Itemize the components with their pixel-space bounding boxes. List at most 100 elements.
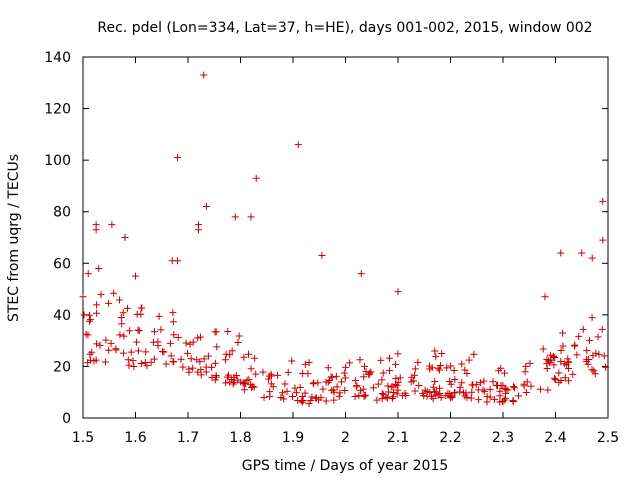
data-point: [118, 320, 126, 328]
data-point: [160, 348, 168, 356]
data-point: [211, 328, 219, 336]
data-point: [510, 383, 518, 391]
data-point: [356, 356, 364, 364]
data-point: [559, 342, 567, 350]
data-point: [84, 359, 92, 367]
data-point: [169, 318, 177, 326]
data-point: [515, 392, 523, 400]
data-point: [378, 390, 386, 398]
data-point: [189, 338, 197, 346]
y-tick-label: 140: [44, 50, 71, 66]
data-point: [312, 394, 320, 402]
data-point: [88, 348, 96, 356]
data-point: [250, 383, 258, 391]
data-point: [592, 349, 600, 357]
data-point: [470, 350, 478, 358]
data-point: [436, 362, 444, 370]
data-point: [177, 355, 185, 363]
data-point: [521, 368, 529, 376]
data-point: [480, 377, 488, 385]
data-point: [121, 234, 129, 241]
data-point: [559, 329, 567, 337]
data-point: [340, 369, 348, 377]
data-point: [493, 381, 501, 389]
data-point: [85, 317, 93, 325]
data-point: [394, 386, 402, 394]
data-point: [393, 390, 401, 398]
data-point: [591, 370, 599, 378]
data-point: [384, 382, 392, 390]
data-point: [578, 249, 586, 257]
data-point: [394, 350, 402, 358]
data-point: [432, 353, 440, 361]
data-point: [551, 376, 559, 384]
data-point: [370, 384, 378, 392]
data-point: [588, 366, 596, 374]
data-point: [497, 364, 505, 372]
data-point: [278, 389, 286, 397]
data-point: [551, 353, 559, 361]
data-point: [393, 381, 401, 389]
data-point: [325, 377, 333, 385]
data-point: [228, 347, 236, 355]
data-point: [569, 370, 577, 378]
data-point: [431, 388, 439, 396]
data-point: [185, 368, 193, 376]
data-point: [520, 380, 528, 388]
x-tick-label: 2.3: [492, 430, 514, 446]
data-point: [157, 326, 165, 334]
data-point: [208, 373, 216, 381]
data-point: [461, 366, 469, 374]
data-point: [292, 389, 300, 397]
data-point: [252, 370, 260, 378]
data-point: [134, 347, 142, 355]
data-point: [564, 358, 572, 366]
data-point: [182, 339, 190, 347]
data-point: [588, 254, 596, 262]
data-point: [539, 345, 547, 353]
data-point: [309, 380, 317, 388]
data-point: [448, 393, 456, 401]
data-point: [447, 362, 455, 370]
data-point: [467, 394, 475, 402]
data-point: [336, 389, 344, 397]
data-point: [297, 397, 305, 405]
data-point: [184, 349, 192, 357]
data-point: [193, 356, 201, 364]
data-point: [133, 310, 141, 318]
data-point: [291, 384, 299, 392]
data-point: [96, 341, 104, 349]
data-point: [333, 383, 341, 391]
data-point: [571, 341, 579, 349]
data-point: [283, 387, 291, 395]
data-point: [86, 316, 94, 324]
x-axis-label: GPS time / Days of year 2015: [242, 458, 449, 474]
data-point: [126, 327, 134, 335]
data-point: [486, 393, 494, 401]
data-point: [382, 393, 390, 401]
data-point: [308, 393, 316, 401]
data-point: [269, 383, 277, 391]
data-point: [573, 351, 581, 359]
data-point: [579, 325, 587, 333]
data-point: [560, 360, 568, 368]
data-point: [247, 213, 255, 221]
y-tick-label: 60: [53, 256, 71, 272]
x-tick-label: 1.7: [177, 430, 199, 446]
data-point: [97, 291, 105, 299]
data-point: [501, 369, 509, 377]
data-points: [79, 71, 610, 408]
data-point: [123, 304, 131, 312]
data-point: [557, 249, 565, 257]
data-point: [502, 386, 510, 394]
data-point: [481, 387, 489, 395]
data-point: [318, 252, 326, 260]
data-point: [385, 354, 393, 362]
data-point: [245, 350, 253, 358]
data-point: [259, 368, 267, 376]
data-point: [174, 154, 181, 162]
data-point: [341, 374, 349, 382]
data-point: [389, 393, 397, 401]
data-point: [346, 359, 354, 367]
data-point: [599, 236, 607, 244]
